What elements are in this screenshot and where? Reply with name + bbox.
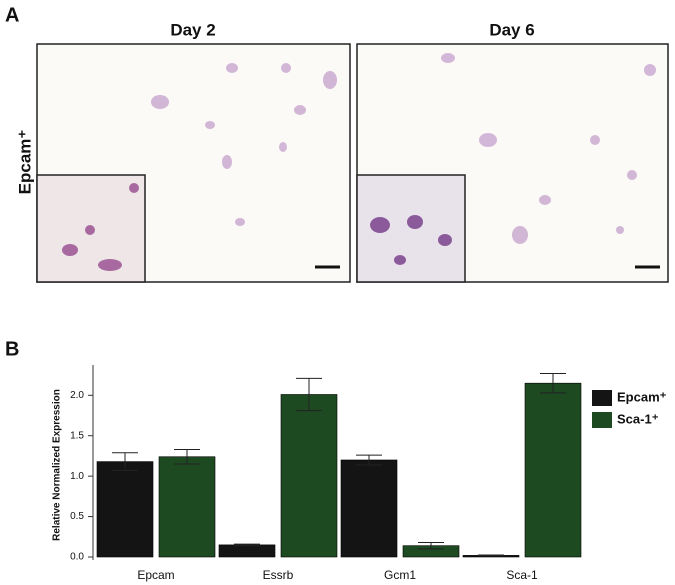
error-bar [174,448,200,465]
legend-label: Sca-1⁺ [617,411,659,426]
legend-swatch [592,390,612,406]
x-tick-label: Gcm1 [384,568,416,582]
bar [340,459,398,558]
bar [96,461,154,558]
micrograph [356,43,669,283]
y-tick-label: 2.0 [70,390,84,401]
micrograph [36,43,351,283]
y-axis-label: Relative Normalized Expression [52,389,63,541]
error-bar [418,541,444,550]
column-title: Day 2 [170,20,215,39]
column-title: Day 6 [489,20,534,39]
bar [280,394,338,558]
y-tick-label: 1.5 [70,430,84,441]
y-tick-label: 0.5 [70,511,84,522]
error-bar [478,554,504,557]
error-bar [296,377,322,412]
error-bar [112,452,138,471]
panel-label: A [5,4,19,26]
x-tick-label: Epcam [137,568,174,582]
bar [524,382,582,558]
error-bar [356,454,382,466]
bar [158,456,216,558]
legend-label: Epcam⁺ [617,389,667,404]
row-label: Epcam⁺ [15,130,34,195]
y-tick-label: 1.0 [70,471,84,482]
error-bar [234,543,260,547]
x-tick-label: Sca-1 [506,568,538,582]
legend-swatch [592,412,612,428]
x-tick-label: Essrb [263,568,294,582]
error-bar [540,372,566,394]
panel-label: B [5,338,19,360]
bar [218,544,276,558]
y-tick-label: 0.0 [70,552,84,563]
